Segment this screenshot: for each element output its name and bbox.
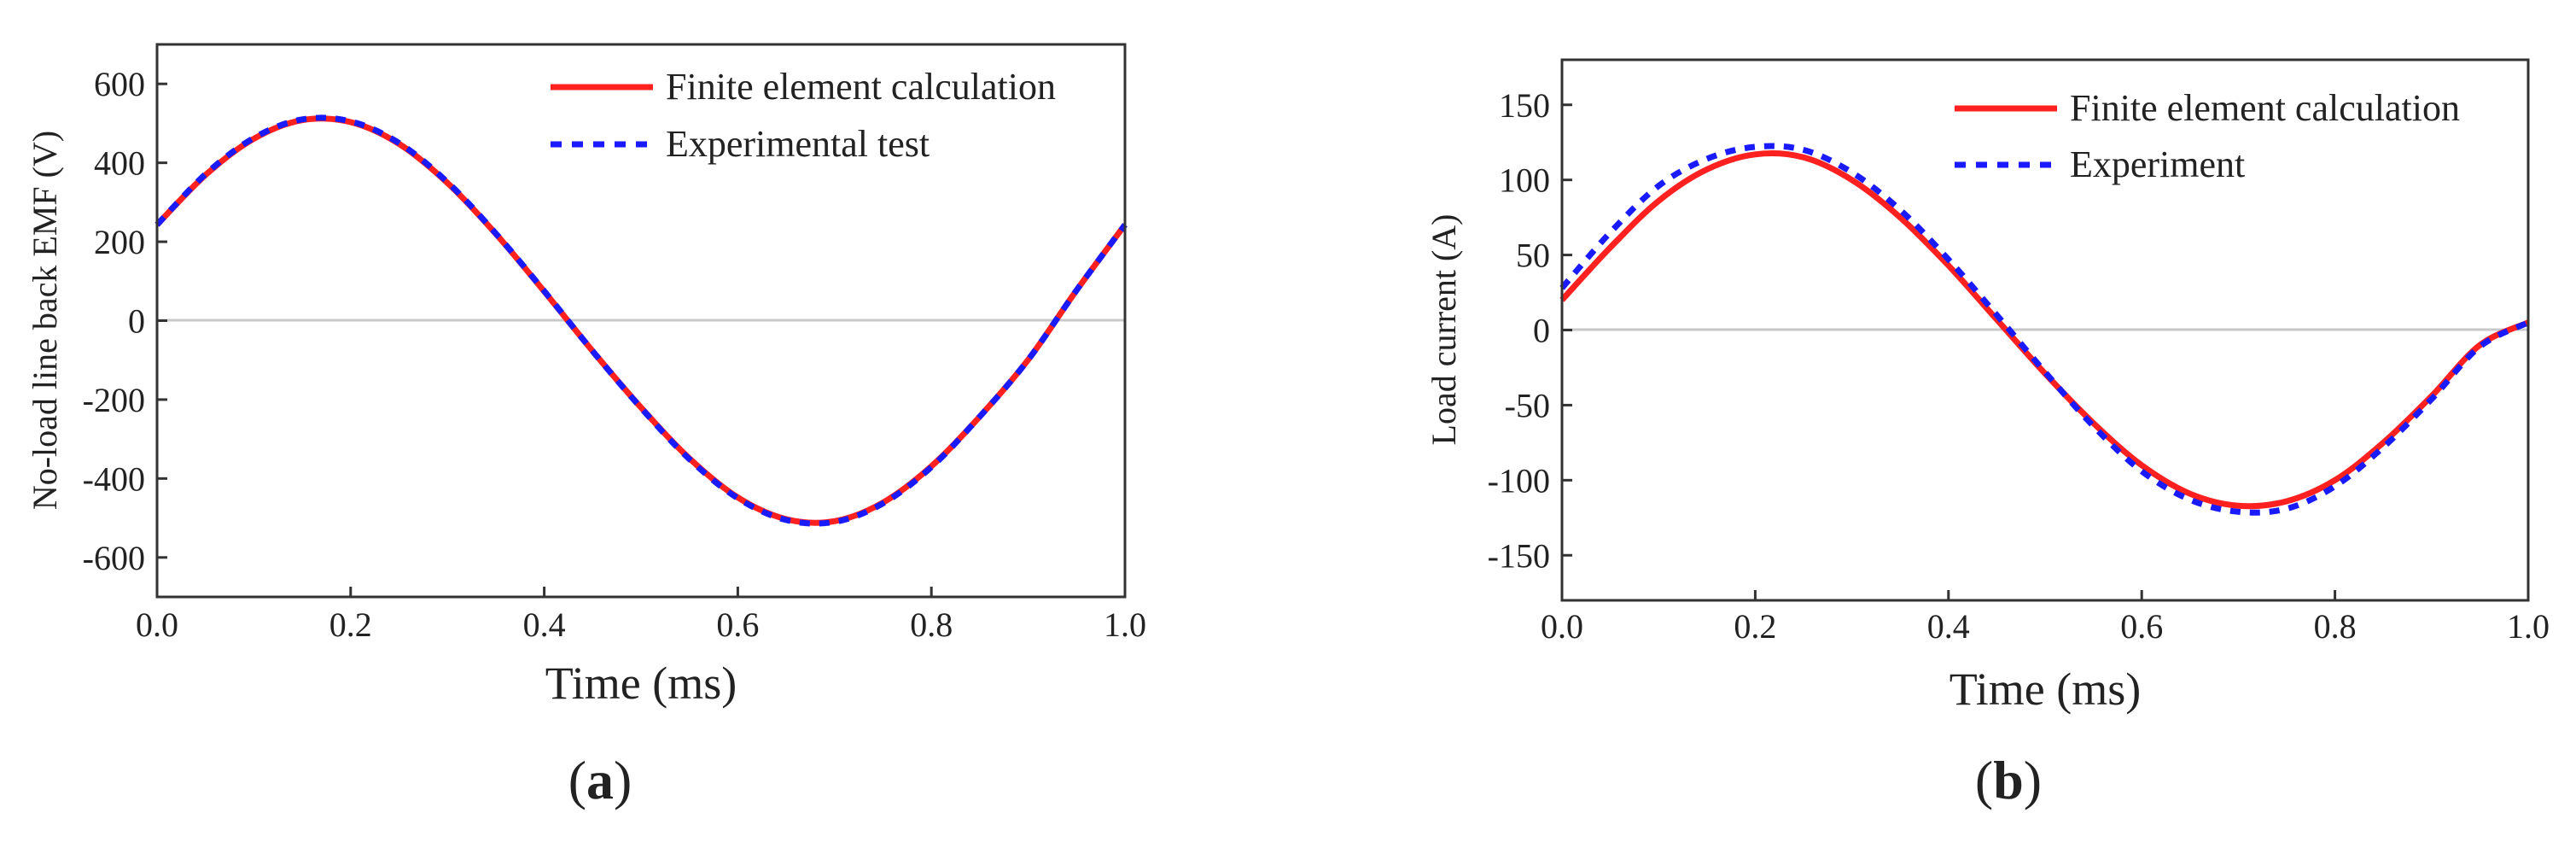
- chart-a-xtick-group: 0.0 0.2 0.4 0.6 0.8 1.0: [136, 587, 1146, 644]
- panel-label-b-open: (: [1975, 750, 1993, 810]
- chart-a-legend: Finite element calculation Experimental …: [551, 66, 1056, 165]
- chart-a-xtick-label: 0.6: [716, 605, 759, 644]
- chart-a-xtick-label: 0.0: [136, 605, 178, 644]
- chart-a-xlabel: Time (ms): [545, 658, 737, 709]
- chart-a-legend-label-exp: Experimental test: [666, 123, 930, 165]
- chart-a-series-experiment-line: [154, 114, 1128, 527]
- panel-label-b-close: ): [2024, 750, 2042, 810]
- chart-b-ytick-label: -100: [1488, 461, 1550, 500]
- chart-b-xtick-label: 0.2: [1734, 607, 1776, 646]
- panel-label-a: (a): [568, 750, 632, 810]
- chart-a-ytick-label: -200: [83, 381, 145, 419]
- chart-b-xlabel: Time (ms): [1949, 664, 2142, 715]
- chart-b-ylabel: Load current (A): [1425, 214, 1463, 446]
- chart-b-ytick-label: -50: [1505, 386, 1550, 424]
- chart-b-legend-label-exp: Experiment: [2070, 143, 2245, 185]
- chart-b-ytick-label: 50: [1516, 237, 1550, 275]
- chart-a-ytick-label: 200: [94, 223, 145, 261]
- chart-a-ytick-label: -600: [83, 539, 145, 577]
- panel-label-a-letter: a: [586, 750, 614, 810]
- chart-b: 0.0 0.2 0.4 0.6 0.8 1.0 150100500-50-100-150 …: [1425, 58, 2550, 810]
- chart-b-series-experiment-line: [1559, 143, 2530, 516]
- chart-a-ytick-group: 600 400 200 0 -200 -400 -600: [83, 65, 167, 577]
- chart-b-ytick-label: 150: [1499, 86, 1550, 125]
- chart-a-xtick-label: 0.8: [910, 605, 953, 644]
- chart-a-legend-label-fe: Finite element calculation: [666, 66, 1056, 108]
- chart-b-series-group: [1559, 143, 2530, 516]
- panel-label-a-close: ): [614, 750, 632, 810]
- chart-b-legend: Finite element calculation Experiment: [1955, 87, 2460, 185]
- chart-b-xtick-group: 0.0 0.2 0.4 0.6 0.8 1.0: [1541, 590, 2550, 646]
- chart-b-ytick-label: 100: [1499, 161, 1550, 200]
- panel-label-a-open: (: [568, 750, 586, 810]
- chart-b-ytick-label: 0: [1533, 312, 1550, 350]
- chart-a-ytick-label: 400: [94, 144, 145, 183]
- chart-a-ylabel: No-load line back EMF (V): [26, 131, 64, 510]
- chart-b-xtick-label: 1.0: [2507, 607, 2550, 646]
- chart-a: 0.0 0.2 0.4 0.6 0.8 1.0 600 400 200 0 -200 -400 -60…: [26, 43, 1146, 810]
- chart-a-ytick-label: 600: [94, 65, 145, 103]
- chart-a-series-group: [154, 114, 1128, 527]
- chart-a-ytick-label: 0: [128, 302, 145, 341]
- chart-b-ytick-label: -150: [1488, 536, 1550, 575]
- chart-b-xtick-label: 0.6: [2120, 607, 2163, 646]
- chart-b-ytick-group: 150 100 50 0 -50 -100 -150: [1488, 86, 1572, 575]
- chart-a-ytick-label: -400: [83, 459, 145, 498]
- chart-a-xtick-label: 0.4: [523, 605, 566, 644]
- panel-label-b-letter: b: [1993, 750, 2024, 810]
- chart-b-legend-label-fe: Finite element calculation: [2070, 87, 2460, 129]
- chart-a-xtick-label: 0.2: [329, 605, 372, 644]
- chart-b-xtick-label: 0.8: [2314, 607, 2357, 646]
- panel-label-b: (b): [1975, 750, 2042, 810]
- chart-b-xtick-label: 0.4: [1927, 607, 1970, 646]
- chart-a-xtick-label: 1.0: [1104, 605, 1146, 644]
- chart-b-xtick-label: 0.0: [1541, 607, 1583, 646]
